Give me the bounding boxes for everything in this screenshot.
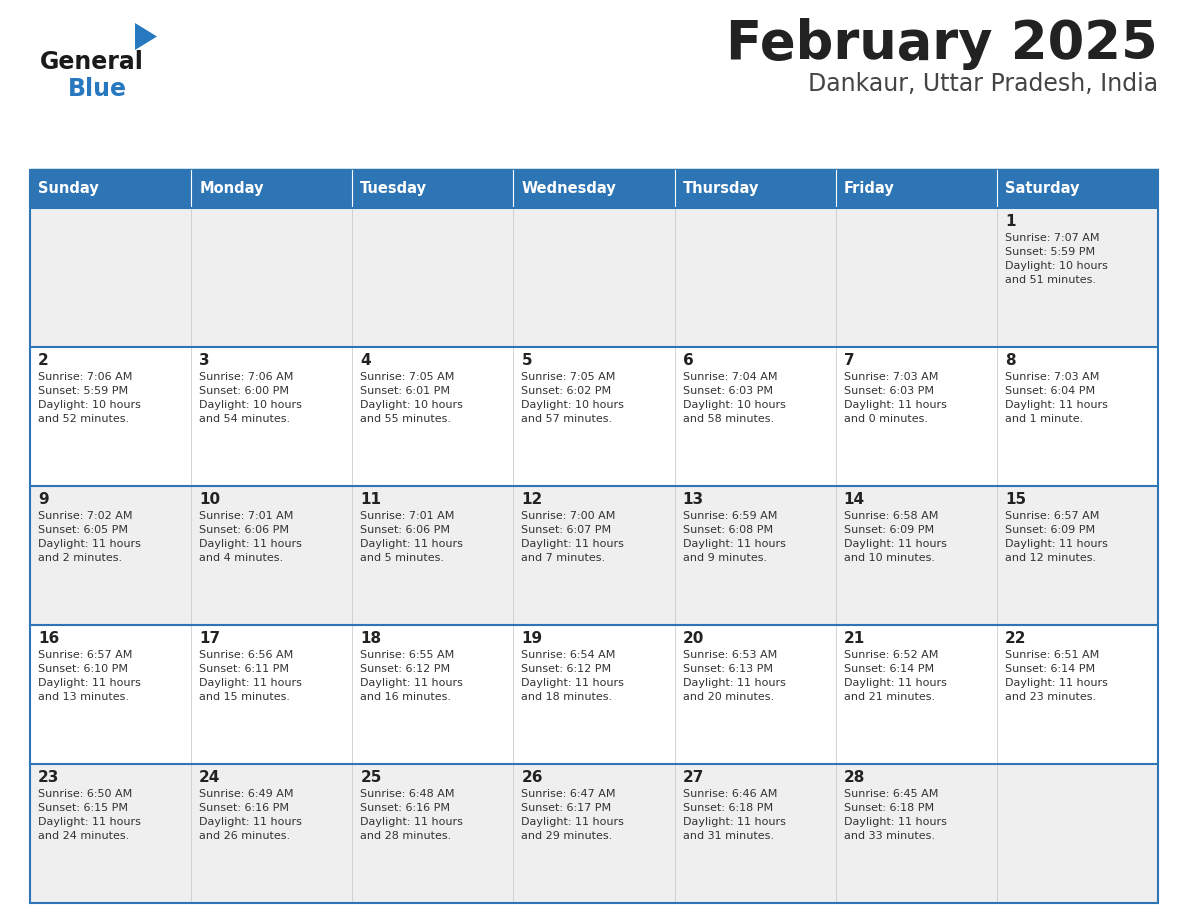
Text: 4: 4 xyxy=(360,353,371,368)
Text: 7: 7 xyxy=(843,353,854,368)
Text: Blue: Blue xyxy=(68,77,127,101)
FancyBboxPatch shape xyxy=(513,170,675,208)
FancyBboxPatch shape xyxy=(30,486,1158,625)
Text: Sunrise: 7:01 AM
Sunset: 6:06 PM
Daylight: 11 hours
and 5 minutes.: Sunrise: 7:01 AM Sunset: 6:06 PM Dayligh… xyxy=(360,511,463,563)
Text: 9: 9 xyxy=(38,492,49,507)
Text: Sunrise: 7:02 AM
Sunset: 6:05 PM
Daylight: 11 hours
and 2 minutes.: Sunrise: 7:02 AM Sunset: 6:05 PM Dayligh… xyxy=(38,511,141,563)
Text: 19: 19 xyxy=(522,631,543,646)
FancyBboxPatch shape xyxy=(30,625,1158,764)
Text: February 2025: February 2025 xyxy=(726,18,1158,70)
Text: Sunrise: 7:03 AM
Sunset: 6:03 PM
Daylight: 11 hours
and 0 minutes.: Sunrise: 7:03 AM Sunset: 6:03 PM Dayligh… xyxy=(843,372,947,424)
Text: Sunrise: 7:07 AM
Sunset: 5:59 PM
Daylight: 10 hours
and 51 minutes.: Sunrise: 7:07 AM Sunset: 5:59 PM Dayligh… xyxy=(1005,233,1107,285)
Text: 27: 27 xyxy=(683,770,704,785)
Text: 21: 21 xyxy=(843,631,865,646)
Text: 3: 3 xyxy=(200,353,210,368)
FancyBboxPatch shape xyxy=(675,170,835,208)
Text: Dankaur, Uttar Pradesh, India: Dankaur, Uttar Pradesh, India xyxy=(808,72,1158,96)
Text: Sunrise: 7:03 AM
Sunset: 6:04 PM
Daylight: 11 hours
and 1 minute.: Sunrise: 7:03 AM Sunset: 6:04 PM Dayligh… xyxy=(1005,372,1107,424)
Text: Sunrise: 6:55 AM
Sunset: 6:12 PM
Daylight: 11 hours
and 16 minutes.: Sunrise: 6:55 AM Sunset: 6:12 PM Dayligh… xyxy=(360,650,463,702)
Polygon shape xyxy=(135,23,157,50)
Text: 28: 28 xyxy=(843,770,865,785)
Text: Sunrise: 6:53 AM
Sunset: 6:13 PM
Daylight: 11 hours
and 20 minutes.: Sunrise: 6:53 AM Sunset: 6:13 PM Dayligh… xyxy=(683,650,785,702)
FancyBboxPatch shape xyxy=(997,170,1158,208)
Text: Sunrise: 6:57 AM
Sunset: 6:09 PM
Daylight: 11 hours
and 12 minutes.: Sunrise: 6:57 AM Sunset: 6:09 PM Dayligh… xyxy=(1005,511,1107,563)
Text: Sunrise: 6:52 AM
Sunset: 6:14 PM
Daylight: 11 hours
and 21 minutes.: Sunrise: 6:52 AM Sunset: 6:14 PM Dayligh… xyxy=(843,650,947,702)
Text: General: General xyxy=(40,50,144,74)
FancyBboxPatch shape xyxy=(30,347,1158,486)
Text: 20: 20 xyxy=(683,631,704,646)
Text: Sunrise: 6:48 AM
Sunset: 6:16 PM
Daylight: 11 hours
and 28 minutes.: Sunrise: 6:48 AM Sunset: 6:16 PM Dayligh… xyxy=(360,789,463,841)
Text: Sunrise: 6:49 AM
Sunset: 6:16 PM
Daylight: 11 hours
and 26 minutes.: Sunrise: 6:49 AM Sunset: 6:16 PM Dayligh… xyxy=(200,789,302,841)
Text: Sunrise: 6:58 AM
Sunset: 6:09 PM
Daylight: 11 hours
and 10 minutes.: Sunrise: 6:58 AM Sunset: 6:09 PM Dayligh… xyxy=(843,511,947,563)
FancyBboxPatch shape xyxy=(353,170,513,208)
Text: Sunrise: 7:04 AM
Sunset: 6:03 PM
Daylight: 10 hours
and 58 minutes.: Sunrise: 7:04 AM Sunset: 6:03 PM Dayligh… xyxy=(683,372,785,424)
Text: Sunrise: 6:57 AM
Sunset: 6:10 PM
Daylight: 11 hours
and 13 minutes.: Sunrise: 6:57 AM Sunset: 6:10 PM Dayligh… xyxy=(38,650,141,702)
Text: Sunrise: 6:46 AM
Sunset: 6:18 PM
Daylight: 11 hours
and 31 minutes.: Sunrise: 6:46 AM Sunset: 6:18 PM Dayligh… xyxy=(683,789,785,841)
Text: 2: 2 xyxy=(38,353,49,368)
Text: 11: 11 xyxy=(360,492,381,507)
Text: 23: 23 xyxy=(38,770,59,785)
Text: 24: 24 xyxy=(200,770,221,785)
Text: 10: 10 xyxy=(200,492,220,507)
Text: 6: 6 xyxy=(683,353,694,368)
Text: Monday: Monday xyxy=(200,182,264,196)
FancyBboxPatch shape xyxy=(30,170,191,208)
Text: 14: 14 xyxy=(843,492,865,507)
Text: Sunrise: 6:50 AM
Sunset: 6:15 PM
Daylight: 11 hours
and 24 minutes.: Sunrise: 6:50 AM Sunset: 6:15 PM Dayligh… xyxy=(38,789,141,841)
Text: 16: 16 xyxy=(38,631,59,646)
Text: Sunrise: 7:01 AM
Sunset: 6:06 PM
Daylight: 11 hours
and 4 minutes.: Sunrise: 7:01 AM Sunset: 6:06 PM Dayligh… xyxy=(200,511,302,563)
Text: 22: 22 xyxy=(1005,631,1026,646)
Text: Thursday: Thursday xyxy=(683,182,759,196)
Text: 5: 5 xyxy=(522,353,532,368)
Text: 17: 17 xyxy=(200,631,220,646)
Text: Sunrise: 7:06 AM
Sunset: 5:59 PM
Daylight: 10 hours
and 52 minutes.: Sunrise: 7:06 AM Sunset: 5:59 PM Dayligh… xyxy=(38,372,141,424)
Text: Sunrise: 6:47 AM
Sunset: 6:17 PM
Daylight: 11 hours
and 29 minutes.: Sunrise: 6:47 AM Sunset: 6:17 PM Dayligh… xyxy=(522,789,625,841)
Text: 8: 8 xyxy=(1005,353,1016,368)
Text: 26: 26 xyxy=(522,770,543,785)
Text: 25: 25 xyxy=(360,770,381,785)
Text: Sunrise: 7:05 AM
Sunset: 6:01 PM
Daylight: 10 hours
and 55 minutes.: Sunrise: 7:05 AM Sunset: 6:01 PM Dayligh… xyxy=(360,372,463,424)
Text: Wednesday: Wednesday xyxy=(522,182,617,196)
FancyBboxPatch shape xyxy=(835,170,997,208)
Text: Tuesday: Tuesday xyxy=(360,182,428,196)
Text: Sunday: Sunday xyxy=(38,182,99,196)
Text: Saturday: Saturday xyxy=(1005,182,1080,196)
Text: Sunrise: 6:56 AM
Sunset: 6:11 PM
Daylight: 11 hours
and 15 minutes.: Sunrise: 6:56 AM Sunset: 6:11 PM Dayligh… xyxy=(200,650,302,702)
Text: Sunrise: 6:54 AM
Sunset: 6:12 PM
Daylight: 11 hours
and 18 minutes.: Sunrise: 6:54 AM Sunset: 6:12 PM Dayligh… xyxy=(522,650,625,702)
Text: 15: 15 xyxy=(1005,492,1026,507)
FancyBboxPatch shape xyxy=(191,170,353,208)
Text: 13: 13 xyxy=(683,492,703,507)
Text: Sunrise: 6:45 AM
Sunset: 6:18 PM
Daylight: 11 hours
and 33 minutes.: Sunrise: 6:45 AM Sunset: 6:18 PM Dayligh… xyxy=(843,789,947,841)
Text: Sunrise: 6:51 AM
Sunset: 6:14 PM
Daylight: 11 hours
and 23 minutes.: Sunrise: 6:51 AM Sunset: 6:14 PM Dayligh… xyxy=(1005,650,1107,702)
Text: Sunrise: 7:05 AM
Sunset: 6:02 PM
Daylight: 10 hours
and 57 minutes.: Sunrise: 7:05 AM Sunset: 6:02 PM Dayligh… xyxy=(522,372,625,424)
FancyBboxPatch shape xyxy=(30,208,1158,347)
Text: Sunrise: 7:00 AM
Sunset: 6:07 PM
Daylight: 11 hours
and 7 minutes.: Sunrise: 7:00 AM Sunset: 6:07 PM Dayligh… xyxy=(522,511,625,563)
Text: Friday: Friday xyxy=(843,182,895,196)
Text: Sunrise: 6:59 AM
Sunset: 6:08 PM
Daylight: 11 hours
and 9 minutes.: Sunrise: 6:59 AM Sunset: 6:08 PM Dayligh… xyxy=(683,511,785,563)
Text: 1: 1 xyxy=(1005,214,1016,229)
FancyBboxPatch shape xyxy=(30,764,1158,903)
Text: 18: 18 xyxy=(360,631,381,646)
Text: Sunrise: 7:06 AM
Sunset: 6:00 PM
Daylight: 10 hours
and 54 minutes.: Sunrise: 7:06 AM Sunset: 6:00 PM Dayligh… xyxy=(200,372,302,424)
Text: 12: 12 xyxy=(522,492,543,507)
